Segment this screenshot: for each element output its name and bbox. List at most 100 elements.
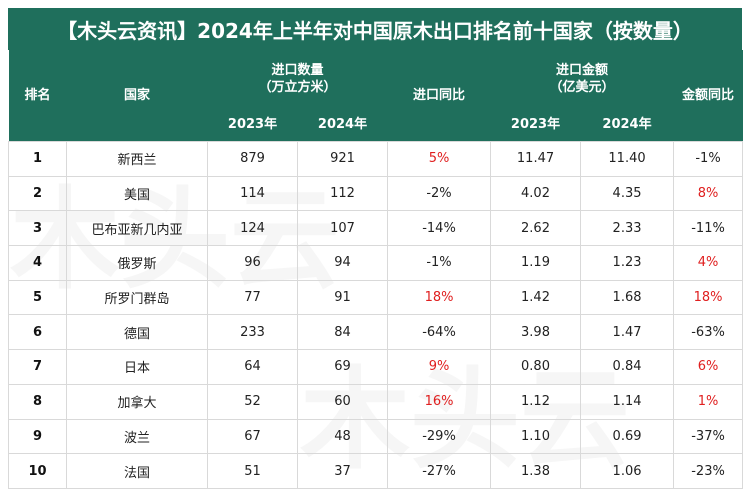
table-row: 7 日本 64 69 9% 0.80 0.84 6% <box>8 349 744 385</box>
cell-volume-yoy: -29% <box>387 418 492 455</box>
table-row: 9 波兰 67 48 -29% 1.10 0.69 -37% <box>8 418 744 455</box>
cell-volume-2024: 94 <box>296 245 389 281</box>
header-import-value: 进口金额 （亿美元） <box>490 50 674 108</box>
cell-value-2023: 0.80 <box>490 349 582 385</box>
cell-volume-yoy: 5% <box>387 141 492 177</box>
cell-volume-yoy: 18% <box>387 279 492 316</box>
cell-value-yoy: -63% <box>673 314 744 351</box>
cell-rank: 1 <box>8 141 67 177</box>
cell-value-2024: 4.35 <box>580 175 675 212</box>
cell-rank: 10 <box>8 453 67 489</box>
table-row: 2 美国 114 112 -2% 4.02 4.35 8% <box>8 175 744 212</box>
cell-value-2024: 1.06 <box>580 453 675 489</box>
header-value-2024: 2024年 <box>580 108 674 142</box>
header-volume-2023: 2023年 <box>207 108 298 142</box>
cell-volume-yoy: -2% <box>387 175 492 212</box>
cell-country: 日本 <box>66 349 208 385</box>
header-volume-yoy: 进口同比 <box>387 50 491 142</box>
cell-value-2023: 4.02 <box>490 175 582 212</box>
cell-volume-yoy: -14% <box>387 210 492 247</box>
cell-volume-2024: 48 <box>296 418 389 455</box>
header-value-yoy: 金额同比 <box>673 50 743 142</box>
cell-volume-yoy: 9% <box>387 349 492 385</box>
table-row: 6 德国 233 84 -64% 3.98 1.47 -63% <box>8 314 744 351</box>
table-row: 1 新西兰 879 921 5% 11.47 11.40 -1% <box>8 141 744 177</box>
cell-volume-yoy: -64% <box>387 314 492 351</box>
cell-volume-2023: 67 <box>207 418 298 455</box>
cell-volume-2024: 112 <box>296 175 389 212</box>
header-rank: 排名 <box>8 50 67 142</box>
table-row: 8 加拿大 52 60 16% 1.12 1.14 1% <box>8 383 744 420</box>
cell-value-2024: 1.23 <box>580 245 675 281</box>
cell-volume-2023: 77 <box>207 279 298 316</box>
cell-country: 新西兰 <box>66 141 208 177</box>
cell-value-2024: 1.68 <box>580 279 675 316</box>
cell-value-2023: 2.62 <box>490 210 582 247</box>
cell-value-yoy: -11% <box>673 210 744 247</box>
cell-volume-2023: 52 <box>207 383 298 420</box>
cell-volume-2024: 69 <box>296 349 389 385</box>
cell-value-2024: 1.47 <box>580 314 675 351</box>
cell-rank: 3 <box>8 210 67 247</box>
cell-rank: 5 <box>8 279 67 316</box>
cell-country: 所罗门群岛 <box>66 279 208 316</box>
cell-value-2023: 1.12 <box>490 383 582 420</box>
export-ranking-table: 排名 国家 进口数量 （万立方米） 进口同比 进口金额 （亿美元） 金额同比 2… <box>8 50 744 489</box>
cell-value-2024: 1.14 <box>580 383 675 420</box>
cell-volume-2023: 879 <box>207 141 298 177</box>
cell-volume-yoy: -1% <box>387 245 492 281</box>
header-country: 国家 <box>66 50 208 142</box>
cell-volume-2024: 921 <box>296 141 389 177</box>
table-row: 10 法国 51 37 -27% 1.38 1.06 -23% <box>8 453 744 489</box>
cell-rank: 7 <box>8 349 67 385</box>
cell-rank: 2 <box>8 175 67 212</box>
header-volume-2024: 2024年 <box>297 108 388 142</box>
cell-value-2024: 11.40 <box>580 141 675 177</box>
cell-value-yoy: -1% <box>673 141 744 177</box>
cell-value-yoy: 6% <box>673 349 744 385</box>
cell-volume-2024: 60 <box>296 383 389 420</box>
cell-value-2023: 11.47 <box>490 141 582 177</box>
header-value-2023: 2023年 <box>490 108 581 142</box>
cell-volume-2023: 233 <box>207 314 298 351</box>
cell-country: 加拿大 <box>66 383 208 420</box>
cell-rank: 6 <box>8 314 67 351</box>
cell-volume-2024: 91 <box>296 279 389 316</box>
cell-volume-2023: 96 <box>207 245 298 281</box>
cell-volume-yoy: -27% <box>387 453 492 489</box>
cell-volume-yoy: 16% <box>387 383 492 420</box>
table-title: 【木头云资讯】2024年上半年对中国原木出口排名前十国家（按数量） <box>8 8 742 50</box>
cell-country: 德国 <box>66 314 208 351</box>
cell-country: 波兰 <box>66 418 208 455</box>
table-row: 5 所罗门群岛 77 91 18% 1.42 1.68 18% <box>8 279 744 316</box>
cell-country: 美国 <box>66 175 208 212</box>
cell-value-2023: 1.19 <box>490 245 582 281</box>
table-row: 3 巴布亚新几内亚 124 107 -14% 2.62 2.33 -11% <box>8 210 744 247</box>
cell-rank: 8 <box>8 383 67 420</box>
cell-value-2023: 3.98 <box>490 314 582 351</box>
cell-value-2024: 0.84 <box>580 349 675 385</box>
cell-rank: 4 <box>8 245 67 281</box>
cell-value-yoy: 18% <box>673 279 744 316</box>
cell-volume-2023: 51 <box>207 453 298 489</box>
cell-value-yoy: 1% <box>673 383 744 420</box>
cell-value-2023: 1.38 <box>490 453 582 489</box>
cell-volume-2024: 37 <box>296 453 389 489</box>
cell-volume-2024: 107 <box>296 210 389 247</box>
cell-volume-2023: 64 <box>207 349 298 385</box>
cell-value-2024: 0.69 <box>580 418 675 455</box>
cell-value-yoy: -23% <box>673 453 744 489</box>
cell-value-yoy: 4% <box>673 245 744 281</box>
cell-value-2023: 1.10 <box>490 418 582 455</box>
cell-volume-2023: 114 <box>207 175 298 212</box>
table-row: 4 俄罗斯 96 94 -1% 1.19 1.23 4% <box>8 245 744 281</box>
cell-value-2024: 2.33 <box>580 210 675 247</box>
cell-country: 俄罗斯 <box>66 245 208 281</box>
cell-value-yoy: 8% <box>673 175 744 212</box>
header-import-volume: 进口数量 （万立方米） <box>207 50 388 108</box>
cell-volume-2024: 84 <box>296 314 389 351</box>
cell-country: 巴布亚新几内亚 <box>66 210 208 247</box>
cell-value-2023: 1.42 <box>490 279 582 316</box>
cell-rank: 9 <box>8 418 67 455</box>
